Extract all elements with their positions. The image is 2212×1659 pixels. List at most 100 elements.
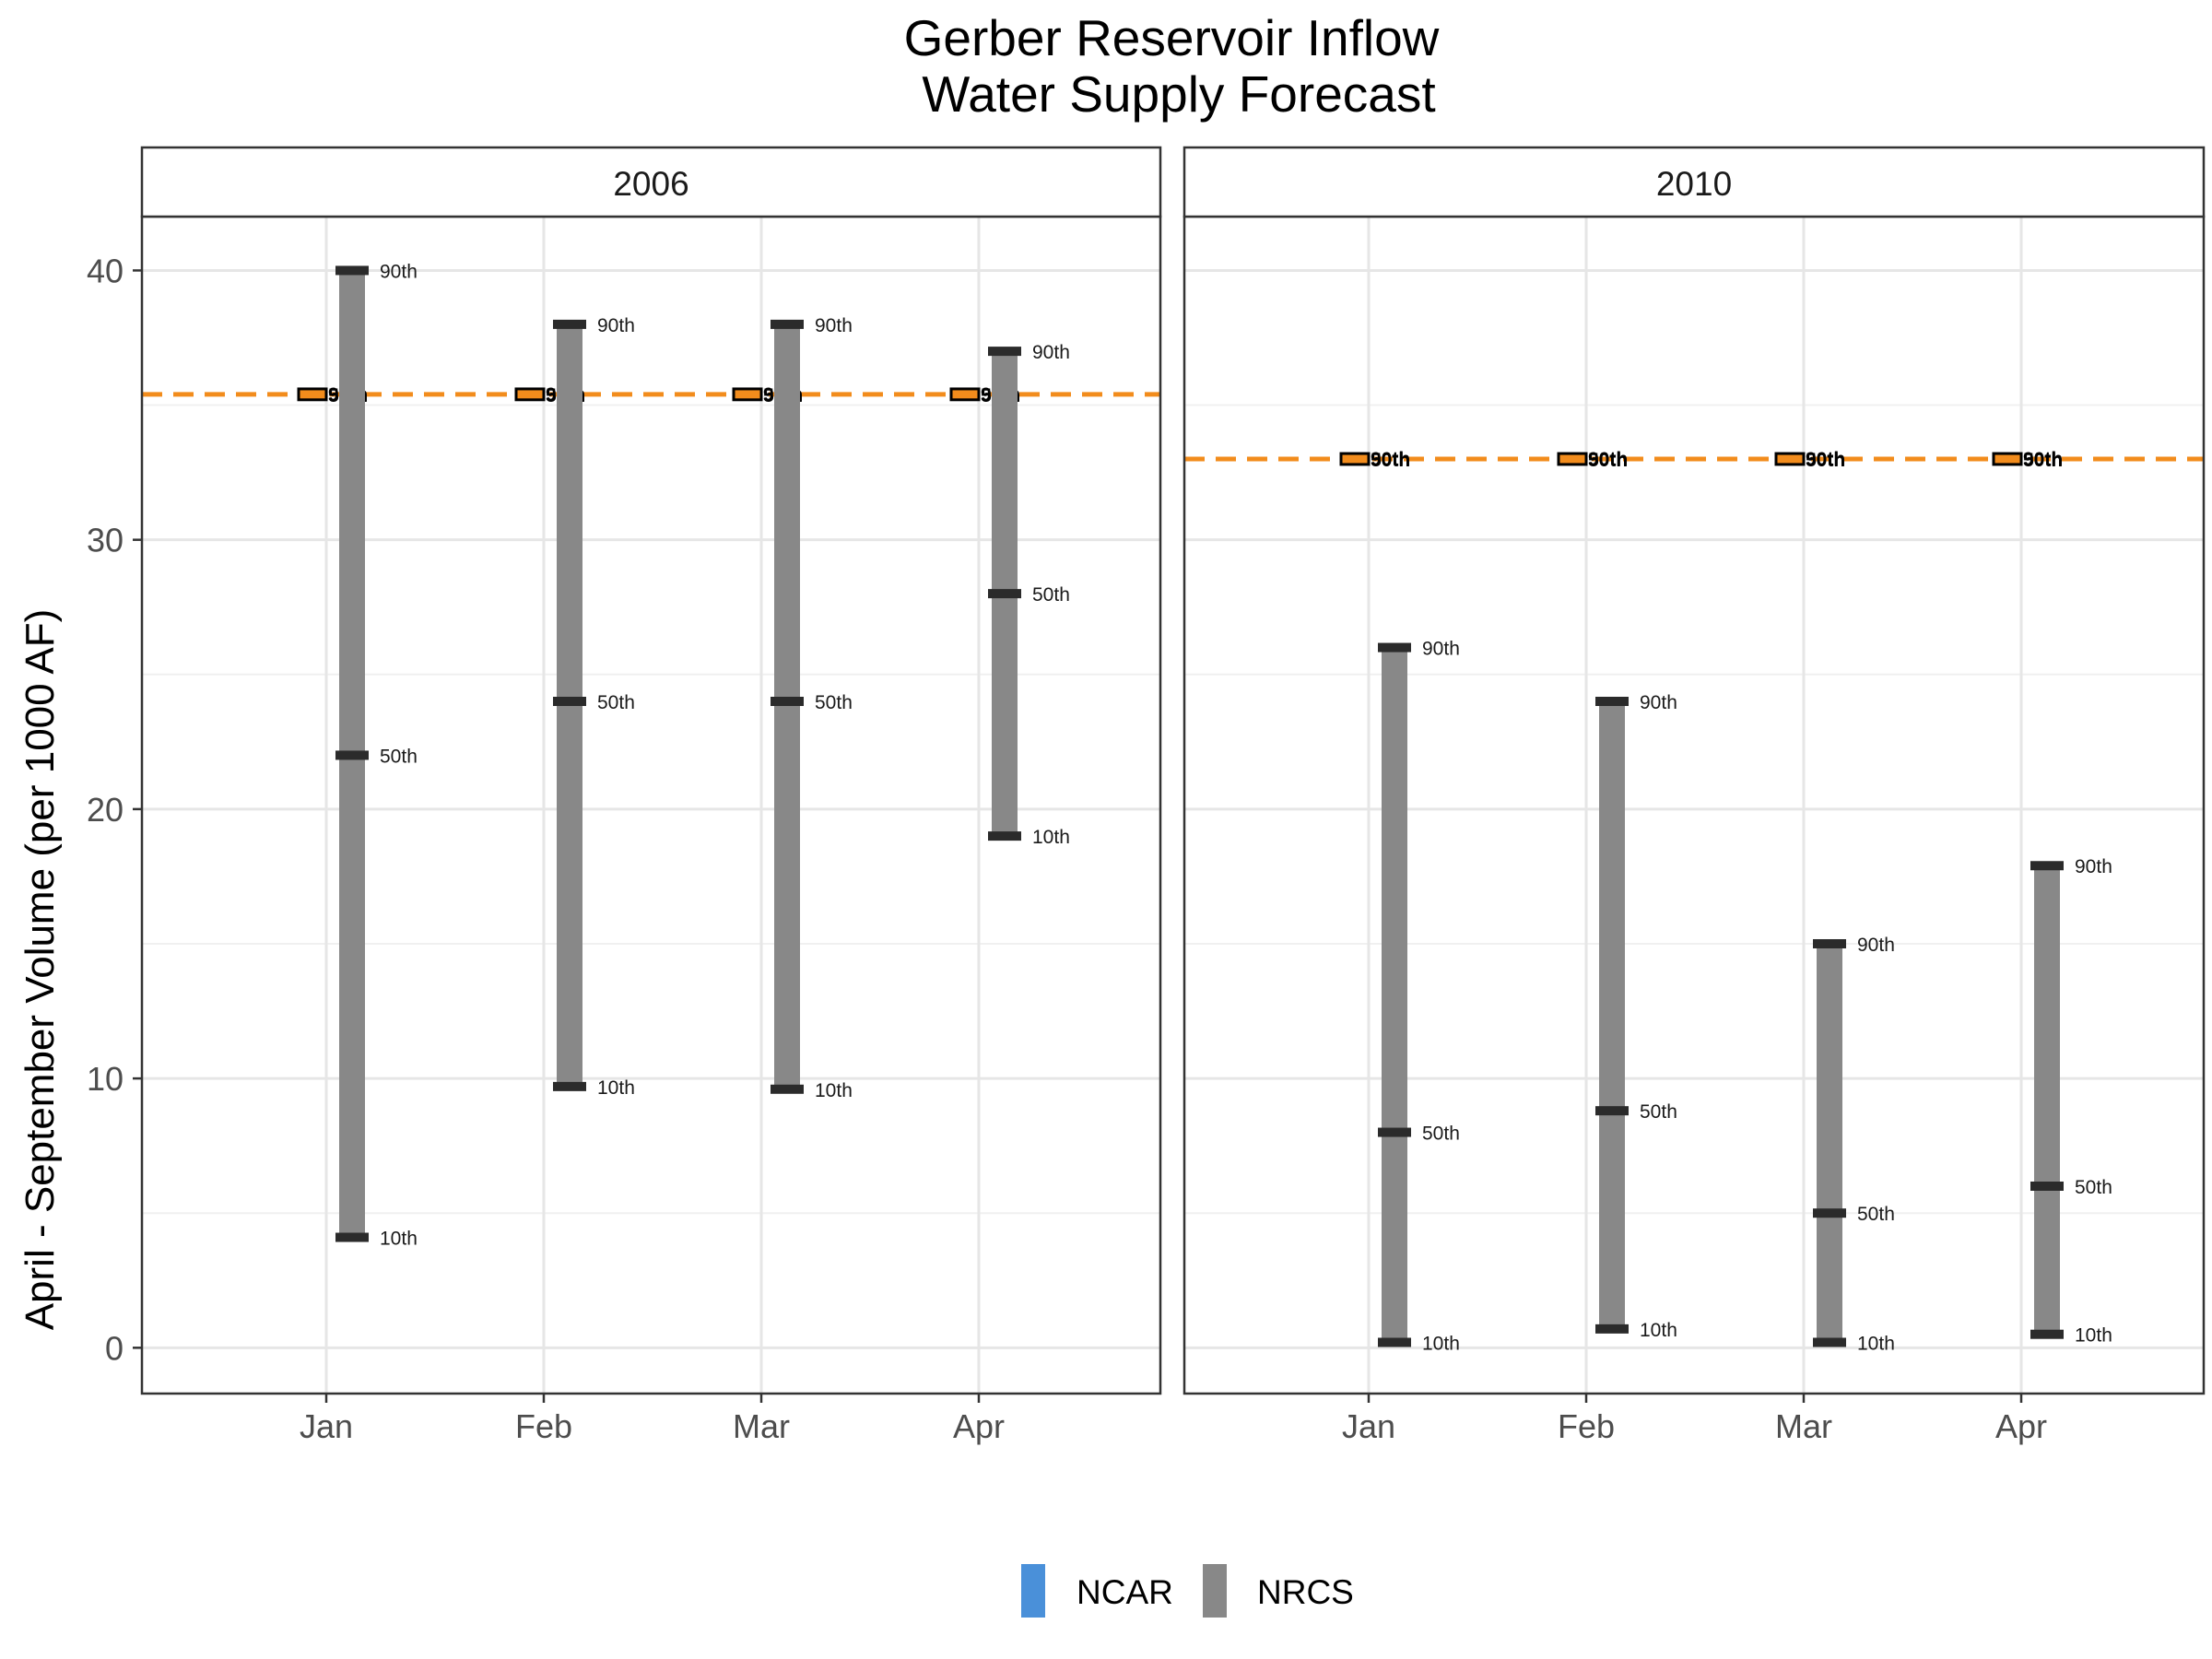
- nrcs-range-bar-Feb: [1599, 700, 1625, 1329]
- ncar-label-p90-Mar: 90th: [1806, 449, 1845, 470]
- nrcs-range-bar-Apr: [2034, 865, 2060, 1335]
- ncar-box-Jan: [1339, 452, 1371, 466]
- ncar-box-Mar: [1774, 452, 1806, 466]
- facet-strip: [140, 146, 1162, 218]
- ncar-box-Mar: [732, 387, 763, 402]
- nrcs-label-p90-Apr: 90th: [2075, 856, 2112, 877]
- y-axis-label: April - September Volume (per 1000 AF): [18, 609, 63, 1331]
- nrcs-label-p10-Mar: 10th: [815, 1080, 853, 1101]
- ncar-label-p50-Mar: 50th: [1806, 450, 1845, 471]
- nrcs-tick-p10-Jan: [335, 1232, 369, 1242]
- y-tick-label-20: 20: [87, 791, 124, 829]
- nrcs-label-p10-Jan: 10th: [1422, 1333, 1460, 1354]
- nrcs-label-p90-Jan: 90th: [380, 261, 418, 282]
- nrcs-label-p90-Mar: 90th: [1857, 935, 1895, 956]
- nrcs-tick-p90-Jan: [335, 265, 369, 276]
- ncar-label-p50-Feb: 50th: [1588, 450, 1628, 471]
- x-tick-label-Jan: Jan: [1342, 1407, 1395, 1445]
- nrcs-tick-p50-Apr: [988, 589, 1021, 599]
- ncar-label-p90-Feb: 90th: [1588, 449, 1628, 470]
- panel-background: [1184, 217, 2204, 1394]
- nrcs-label-p90-Apr: 90th: [1032, 342, 1070, 363]
- legend-key-NCAR: [1021, 1564, 1045, 1618]
- nrcs-tick-p10-Jan: [1378, 1337, 1411, 1347]
- x-tick-label-Mar: Mar: [733, 1407, 790, 1445]
- ncar-box-Jan: [297, 387, 328, 402]
- ncar-label-p90-Jan: 90th: [1371, 449, 1410, 470]
- nrcs-tick-p90-Feb: [553, 319, 586, 329]
- ncar-box-Apr: [949, 387, 981, 402]
- nrcs-label-p10-Mar: 10th: [1857, 1333, 1895, 1354]
- nrcs-tick-p10-Feb: [553, 1081, 586, 1091]
- panel-background: [142, 217, 1160, 1394]
- x-tick-label-Jan: Jan: [300, 1407, 353, 1445]
- x-tick-label-Mar: Mar: [1775, 1407, 1832, 1445]
- nrcs-label-p10-Jan: 10th: [380, 1229, 418, 1250]
- chart-title-line2: Water Supply Forecast: [922, 65, 1435, 123]
- nrcs-label-p10-Apr: 10th: [2075, 1325, 2112, 1347]
- ncar-box-Feb: [514, 387, 546, 402]
- facet-strip-label: 2006: [613, 165, 688, 203]
- y-axis: 0 10 20 30 40: [87, 252, 142, 1367]
- nrcs-label-p10-Apr: 10th: [1032, 827, 1070, 848]
- y-tick-label-10: 10: [87, 1060, 124, 1098]
- nrcs-tick-p50-Feb: [553, 696, 586, 706]
- nrcs-tick-p50-Mar: [1813, 1208, 1846, 1218]
- nrcs-tick-p90-Jan: [1378, 642, 1411, 653]
- ncar-label-p90-Apr: 90th: [2023, 449, 2063, 470]
- nrcs-label-p90-Jan: 90th: [1422, 639, 1460, 660]
- nrcs-tick-p50-Apr: [2030, 1181, 2064, 1191]
- nrcs-range-bar-Mar: [774, 324, 800, 1089]
- x-tick-label-Apr: Apr: [953, 1407, 1005, 1445]
- ncar-box-Feb: [1557, 452, 1588, 466]
- y-tick-label-40: 40: [87, 252, 124, 289]
- chart-title-line1: Gerber Reservoir Inflow: [904, 9, 1440, 66]
- facet-strip-label: 2010: [1656, 165, 1732, 203]
- nrcs-tick-p50-Feb: [1595, 1106, 1629, 1116]
- legend-label-NCAR: NCAR: [1077, 1573, 1173, 1611]
- nrcs-tick-p50-Jan: [335, 750, 369, 760]
- ncar-box-Apr: [1992, 452, 2023, 466]
- nrcs-tick-p10-Apr: [2030, 1329, 2064, 1339]
- nrcs-label-p50-Jan: 50th: [380, 746, 418, 767]
- nrcs-tick-p10-Feb: [1595, 1324, 1629, 1334]
- nrcs-tick-p10-Apr: [988, 831, 1021, 841]
- x-tick-label-Apr: Apr: [1995, 1407, 2047, 1445]
- nrcs-label-p10-Feb: 10th: [1640, 1320, 1677, 1341]
- y-tick-label-0: 0: [105, 1329, 124, 1367]
- nrcs-tick-p90-Apr: [988, 347, 1021, 357]
- nrcs-tick-p90-Mar: [1813, 938, 1846, 948]
- nrcs-tick-p50-Jan: [1378, 1127, 1411, 1137]
- nrcs-label-p10-Feb: 10th: [597, 1077, 635, 1099]
- nrcs-tick-p90-Mar: [771, 319, 804, 329]
- nrcs-tick-p90-Apr: [2030, 861, 2064, 871]
- nrcs-label-p50-Mar: 50th: [1857, 1204, 1895, 1225]
- x-tick-label-Feb: Feb: [515, 1407, 572, 1445]
- nrcs-tick-p10-Mar: [1813, 1337, 1846, 1347]
- nrcs-range-bar-Jan: [1382, 647, 1407, 1343]
- nrcs-label-p90-Feb: 90th: [1640, 692, 1677, 713]
- nrcs-label-p50-Mar: 50th: [815, 692, 853, 713]
- nrcs-tick-p10-Mar: [771, 1084, 804, 1094]
- facet-panels: 90th50th90th50th90th50th90th50th90th50th…: [87, 146, 2206, 1445]
- nrcs-label-p50-Apr: 50th: [1032, 584, 1070, 606]
- nrcs-tick-p50-Mar: [771, 696, 804, 706]
- nrcs-label-p50-Apr: 50th: [2075, 1177, 2112, 1198]
- nrcs-label-p90-Feb: 90th: [597, 315, 635, 336]
- legend-label-NRCS: NRCS: [1257, 1573, 1354, 1611]
- facet-strip: [1182, 146, 2206, 218]
- nrcs-range-bar-Mar: [1817, 943, 1842, 1343]
- nrcs-label-p50-Feb: 50th: [597, 692, 635, 713]
- legend: NCAR NRCS: [1021, 1564, 1354, 1618]
- y-tick-label-30: 30: [87, 522, 124, 559]
- nrcs-tick-p90-Feb: [1595, 696, 1629, 706]
- nrcs-label-p50-Feb: 50th: [1640, 1101, 1677, 1123]
- nrcs-label-p50-Jan: 50th: [1422, 1124, 1460, 1145]
- x-tick-label-Feb: Feb: [1558, 1407, 1615, 1445]
- ncar-label-p50-Jan: 50th: [1371, 450, 1410, 471]
- nrcs-label-p90-Mar: 90th: [815, 315, 853, 336]
- ncar-label-p50-Apr: 50th: [2023, 450, 2063, 471]
- facet-panel-2006: 90th50th90th50th90th50th90th50th90th50th…: [140, 146, 1162, 1445]
